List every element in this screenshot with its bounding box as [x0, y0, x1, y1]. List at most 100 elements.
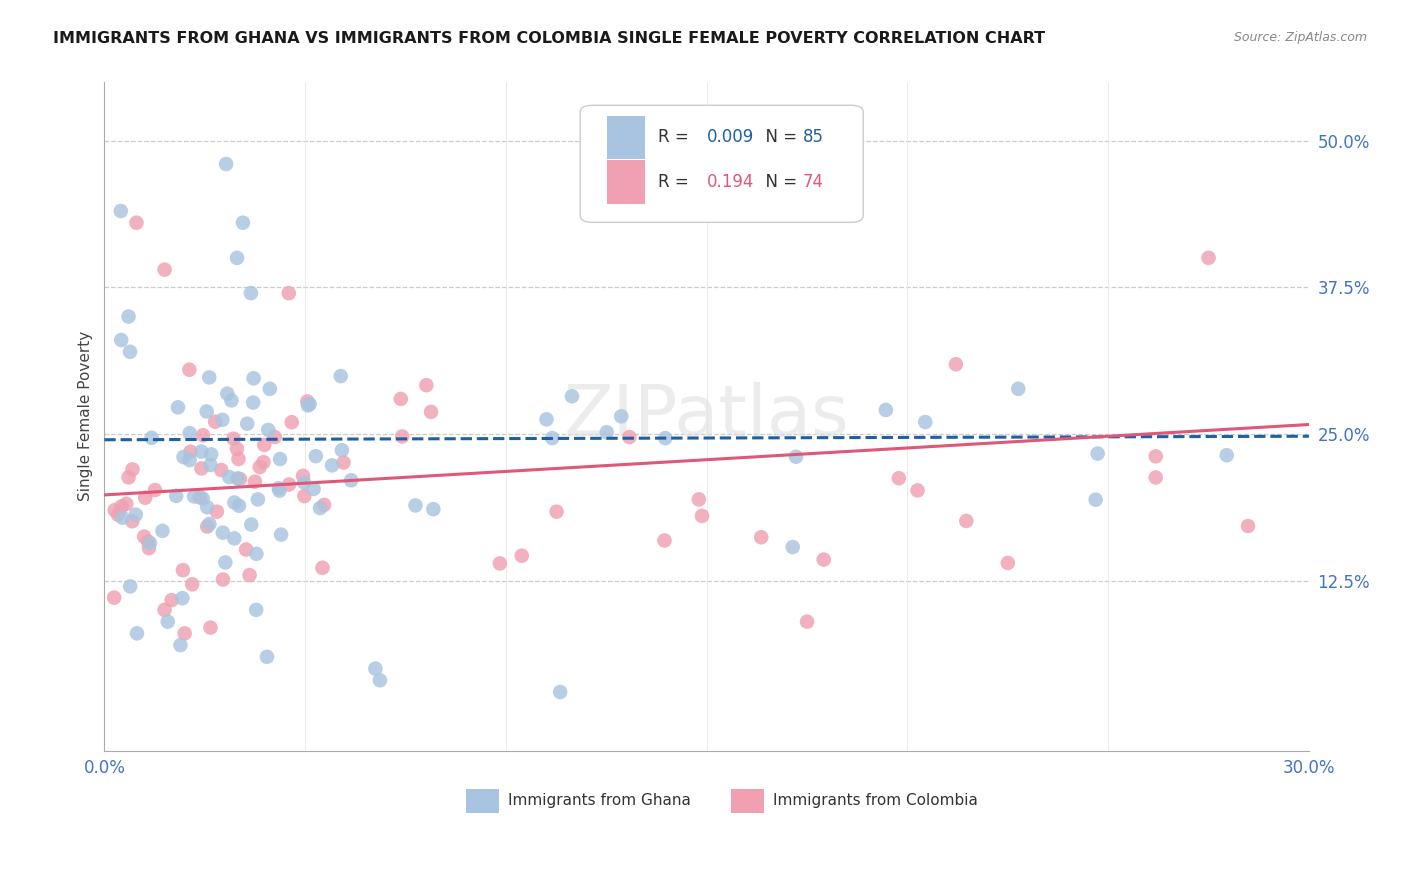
Point [536, 412, 558, 426]
Point [190, 461, 212, 475]
Point [945, 357, 967, 371]
Point [195, 500, 218, 515]
Text: Immigrants from Ghana: Immigrants from Ghana [508, 793, 690, 808]
Bar [731, 789, 765, 813]
Point [688, 492, 710, 507]
Point [200, 458, 222, 472]
Point [235, 542, 257, 557]
Point [298, 397, 321, 411]
Point [654, 431, 676, 445]
Text: 85: 85 [803, 128, 824, 146]
Point [510, 549, 533, 563]
Point [120, 344, 142, 359]
Text: ZIPatlas: ZIPatlas [564, 382, 849, 450]
Point [321, 458, 343, 473]
Point [239, 286, 262, 301]
Point [297, 394, 319, 409]
Text: 74: 74 [803, 173, 824, 191]
Point [191, 491, 214, 506]
Point [125, 508, 148, 522]
Point [391, 429, 413, 443]
Point [179, 444, 201, 458]
Text: R =: R = [658, 128, 695, 146]
Point [139, 536, 162, 550]
Point [252, 455, 274, 469]
Point [143, 483, 166, 497]
Point [249, 460, 271, 475]
Point [153, 603, 176, 617]
Point [212, 573, 235, 587]
Point [172, 563, 194, 577]
Point [160, 593, 183, 607]
Point [785, 450, 807, 464]
Point [749, 530, 772, 544]
Point [277, 286, 299, 301]
Point [232, 216, 254, 230]
Point [217, 386, 239, 401]
Point [875, 403, 897, 417]
Point [218, 470, 240, 484]
Point [115, 497, 138, 511]
Point [340, 473, 363, 487]
Point [179, 362, 201, 376]
Point [269, 452, 291, 467]
Point [1237, 519, 1260, 533]
Point [172, 591, 194, 606]
Point [292, 489, 315, 503]
Point [169, 638, 191, 652]
Point [1144, 470, 1167, 484]
Point [309, 501, 332, 516]
Point [541, 431, 564, 445]
Text: IMMIGRANTS FROM GHANA VS IMMIGRANTS FROM COLOMBIA SINGLE FEMALE POVERTY CORRELAT: IMMIGRANTS FROM GHANA VS IMMIGRANTS FROM… [53, 31, 1046, 46]
Point [236, 417, 259, 431]
Point [204, 415, 226, 429]
Point [191, 428, 214, 442]
Point [796, 615, 818, 629]
Point [228, 499, 250, 513]
Point [270, 527, 292, 541]
Point [125, 626, 148, 640]
Point [226, 251, 249, 265]
Point [654, 533, 676, 548]
Point [489, 557, 512, 571]
Point [152, 524, 174, 538]
Point [415, 378, 437, 392]
Point [117, 470, 139, 484]
Point [214, 556, 236, 570]
Point [110, 500, 132, 514]
Point [332, 456, 354, 470]
Point [253, 438, 276, 452]
Bar [606, 116, 645, 159]
Point [311, 560, 333, 574]
Point [256, 649, 278, 664]
Point [242, 395, 264, 409]
Point [173, 626, 195, 640]
Point [610, 409, 633, 424]
Point [190, 444, 212, 458]
Point [955, 514, 977, 528]
Point [1087, 446, 1109, 460]
Point [297, 398, 319, 412]
Bar [606, 161, 645, 204]
Point [596, 425, 619, 440]
Point [198, 370, 221, 384]
Point [263, 430, 285, 444]
Point [1198, 251, 1220, 265]
Point [173, 450, 195, 464]
Text: Source: ZipAtlas.com: Source: ZipAtlas.com [1233, 31, 1367, 45]
Point [887, 471, 910, 485]
Point [103, 591, 125, 605]
Point [156, 615, 179, 629]
Point [548, 685, 571, 699]
Point [211, 413, 233, 427]
Point [200, 621, 222, 635]
Point [330, 443, 353, 458]
Point [224, 495, 246, 509]
Point [1084, 492, 1107, 507]
Point [245, 603, 267, 617]
Point [546, 505, 568, 519]
Point [914, 415, 936, 429]
Point [110, 333, 132, 347]
Point [267, 481, 290, 495]
Point [110, 204, 132, 219]
